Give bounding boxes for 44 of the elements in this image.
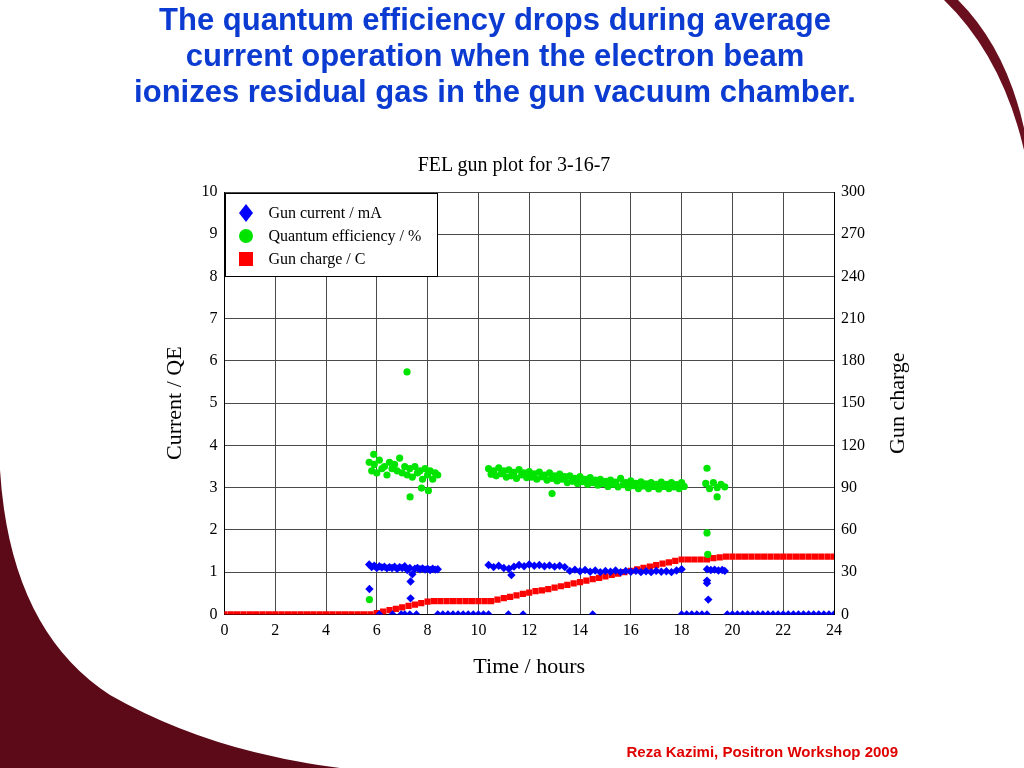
y2-axis-title: Gun charge bbox=[883, 352, 909, 455]
y2-tick-label: 90 bbox=[841, 477, 857, 495]
x-tick-label: 12 bbox=[521, 621, 538, 639]
y2-tick-label: 240 bbox=[841, 266, 865, 284]
x-tick-label: 14 bbox=[572, 621, 588, 639]
x-axis-title: Time / hours bbox=[473, 652, 586, 678]
chart-subtitle: FEL gun plot for 3-16-7 bbox=[417, 153, 611, 177]
y-tick-label: 1 bbox=[209, 562, 218, 580]
x-tick-label: 0 bbox=[220, 621, 229, 639]
y-tick-label: 9 bbox=[209, 224, 218, 242]
x-tick-label: 18 bbox=[673, 621, 690, 639]
y-tick-label: 6 bbox=[209, 351, 218, 369]
y-tick-label: 4 bbox=[209, 435, 218, 453]
x-tick-label: 8 bbox=[423, 621, 432, 639]
y2-tick-label: 120 bbox=[841, 435, 865, 453]
y-tick-label: 2 bbox=[209, 520, 218, 538]
x-tick-label: 4 bbox=[322, 621, 330, 639]
text: Reza Kazimi, Positron Workshop 2009 bbox=[626, 743, 898, 760]
y2-tick-label: 0 bbox=[841, 604, 849, 622]
y-tick-label: 10 bbox=[201, 182, 218, 200]
y-tick-label: 8 bbox=[209, 266, 218, 284]
y2-tick-label: 270 bbox=[841, 224, 865, 242]
y2-tick-label: 30 bbox=[841, 562, 857, 580]
y2-tick-label: 180 bbox=[841, 351, 865, 369]
x-tick-label: 6 bbox=[372, 621, 381, 639]
x-tick-label: 20 bbox=[724, 621, 741, 639]
legend-label: Gun charge / C bbox=[268, 249, 366, 270]
y2-tick-label: 210 bbox=[841, 308, 865, 326]
y-tick-label: 0 bbox=[209, 604, 218, 622]
legend-label: Quantum efficiency / % bbox=[268, 226, 422, 247]
x-tick-label: 16 bbox=[622, 621, 639, 639]
y-axis-title: Current / QE bbox=[160, 346, 186, 461]
chart-title: The quantum efficiency drops during average current operation when the electron beam ionizes residual gas in the gun vacuum chamber. bbox=[133, 2, 857, 110]
y-tick-label: 7 bbox=[209, 308, 218, 326]
y-tick-label: 3 bbox=[209, 477, 218, 495]
x-tick-label: 10 bbox=[470, 621, 487, 639]
x-tick-label: 22 bbox=[775, 621, 792, 639]
y-tick-label: 5 bbox=[209, 393, 218, 411]
y2-tick-label: 300 bbox=[841, 182, 865, 200]
y2-tick-label: 60 bbox=[841, 520, 857, 538]
legend-label: Gun current / mA bbox=[268, 203, 382, 223]
x-tick-label: 2 bbox=[271, 621, 280, 639]
y2-tick-label: 150 bbox=[841, 393, 865, 411]
x-tick-label: 24 bbox=[826, 621, 842, 639]
